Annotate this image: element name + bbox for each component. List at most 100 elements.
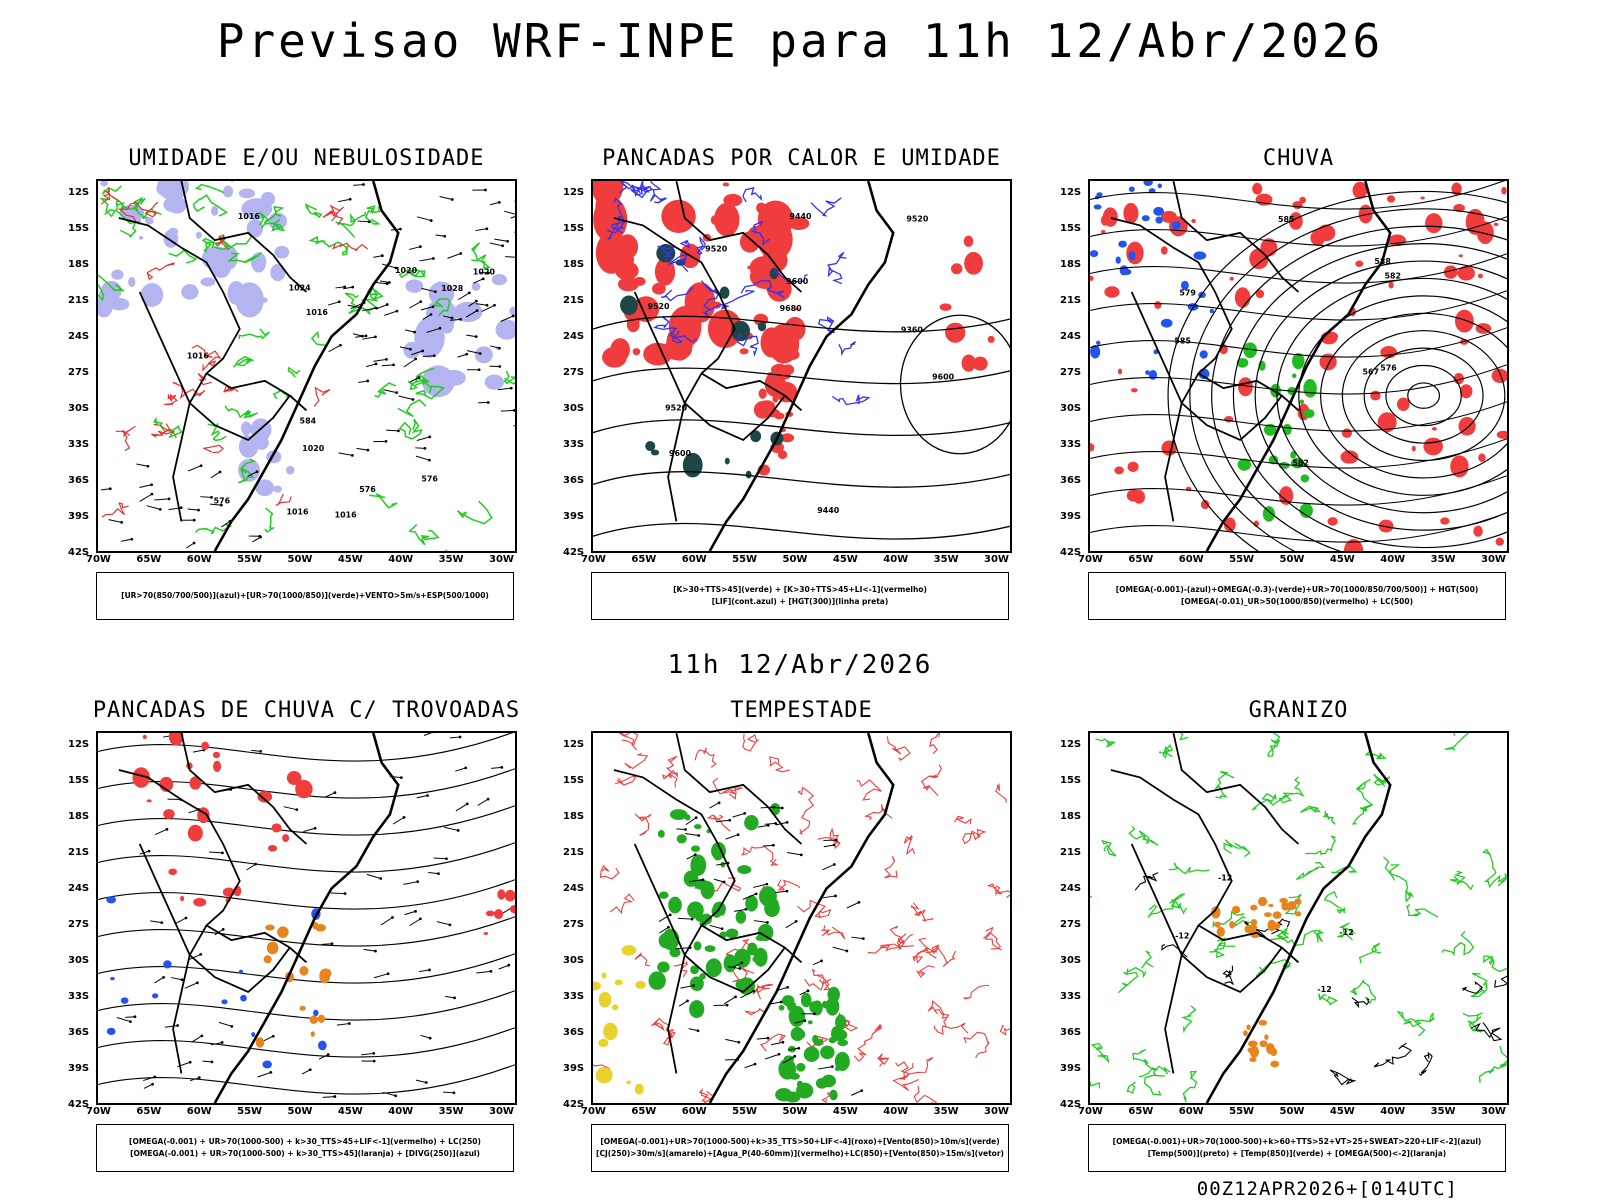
field-blob (1443, 265, 1458, 279)
forecast-time-label: 11h 12/Abr/2026 (667, 650, 933, 680)
field-blob (1284, 905, 1291, 911)
field-blob (1145, 370, 1150, 375)
wind-vector-head (754, 892, 758, 896)
wind-vector (818, 1066, 833, 1070)
lat-tick-label: 18S (1060, 811, 1082, 822)
field-blob (509, 905, 515, 914)
coastline (1205, 733, 1392, 1103)
wind-vector-head (197, 1076, 201, 1080)
wind-vector (753, 883, 767, 888)
contour-label: 582 (1292, 458, 1309, 467)
field-blob (603, 1022, 618, 1041)
field-blob (738, 977, 756, 995)
field-blob (483, 932, 489, 936)
field-blob (1264, 1034, 1269, 1040)
field-blob (945, 322, 966, 343)
isoline (1090, 216, 1507, 247)
contour-line (920, 764, 942, 797)
wind-vector (769, 1001, 782, 1005)
wind-vector (101, 488, 111, 491)
wind-vector-head (498, 346, 501, 350)
wind-vector (363, 948, 376, 952)
lat-tick-label: 27S (563, 919, 585, 930)
field-blob (750, 430, 762, 443)
wind-vector-head (313, 826, 317, 830)
wind-vector (676, 828, 686, 830)
field-blob (1453, 204, 1466, 212)
wind-vector-head (501, 244, 505, 248)
wind-vector-head (120, 521, 124, 524)
contour-line (660, 286, 694, 302)
country-border (118, 769, 291, 994)
contour-line (1161, 944, 1188, 958)
wind-vector-head (197, 508, 200, 512)
contour-line (740, 280, 785, 298)
lat-tick-label: 18S (1060, 259, 1082, 270)
field-blob (611, 1004, 619, 1011)
lat-tick-label: 18S (563, 811, 585, 822)
field-blob (839, 1053, 846, 1061)
wind-vector (200, 496, 212, 498)
contour-label: 1020 (302, 444, 325, 453)
wind-vector-head (743, 812, 747, 815)
wind-vector-head (752, 989, 756, 993)
contour-line (810, 197, 842, 217)
field-blob (163, 808, 175, 820)
panel-title: PANCADAS DE CHUVA C/ TROVOADAS (92, 698, 521, 723)
field-blob (273, 485, 282, 493)
lon-tick-label: 40W (883, 1106, 909, 1117)
field-blob (1093, 204, 1102, 210)
wind-vector-head (397, 429, 400, 433)
contour-line (1478, 1045, 1507, 1083)
wind-vector-head (831, 1065, 834, 1068)
wind-vector-head (509, 386, 513, 390)
wind-vector (740, 990, 754, 999)
field-blob (1096, 340, 1101, 346)
lat-tick-label: 12S (563, 739, 585, 750)
field-blob (1268, 903, 1274, 908)
wind-vector (356, 447, 368, 451)
contour-line (1243, 921, 1269, 938)
wind-vector (187, 508, 199, 511)
contour-line (287, 366, 301, 378)
field-blob (1457, 265, 1475, 281)
wind-vector (423, 733, 433, 736)
field-blob (238, 435, 259, 458)
lat-tick-label: 39S (563, 511, 585, 522)
field-blob (212, 760, 222, 773)
field-blob (1096, 192, 1103, 197)
lon-tick-label: 45W (1329, 1106, 1355, 1117)
field-blob (111, 269, 124, 280)
wind-vector (770, 1041, 783, 1046)
lon-tick-label: 50W (782, 1106, 808, 1117)
field-blob (168, 733, 184, 746)
field-blob (778, 1004, 785, 1011)
lat-tick-label: 30S (68, 403, 90, 414)
field-blob (1148, 188, 1156, 194)
field-blob (255, 479, 275, 497)
field-blob (689, 976, 704, 992)
wind-vector (355, 335, 367, 338)
field-blob (719, 286, 730, 299)
wind-vector-head (419, 917, 422, 921)
field-blob (274, 245, 290, 259)
lat-tick-label: 24S (1060, 331, 1082, 342)
isoline (1363, 347, 1484, 444)
contour-label: 9520 (906, 214, 929, 223)
field-blob (227, 281, 246, 305)
country-border (1172, 181, 1300, 293)
field-blob (835, 1014, 847, 1030)
field-blob (684, 814, 691, 821)
field-blob (790, 1027, 805, 1042)
contour-line (886, 736, 911, 761)
contour-line (826, 251, 847, 285)
wind-vector-head (766, 1036, 770, 1040)
legend-line: [OMEGA(-0.01)_UR>50(1000/850)(vermelho) … (1180, 597, 1414, 606)
field-blob (1250, 918, 1258, 926)
wind-vector-head (694, 816, 698, 820)
field-blob (704, 945, 716, 953)
wind-vector-head (343, 285, 347, 289)
field-blob (200, 277, 216, 287)
field-blob (1476, 221, 1494, 245)
field-blob (1290, 450, 1297, 459)
